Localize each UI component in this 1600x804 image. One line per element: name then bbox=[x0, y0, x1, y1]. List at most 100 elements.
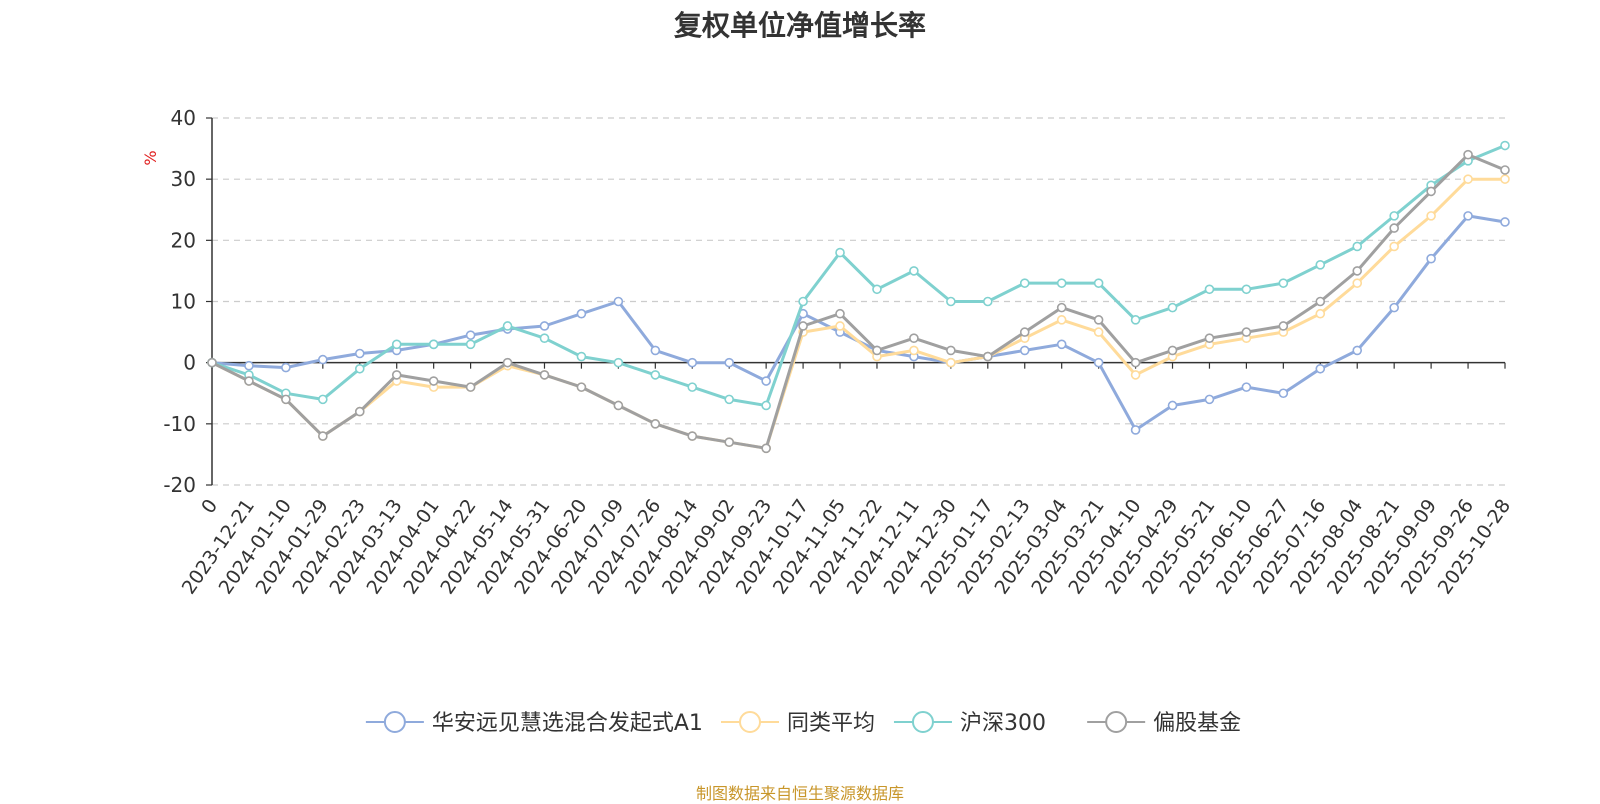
data-point bbox=[1204, 333, 1215, 344]
y-tick-label: 20 bbox=[171, 228, 196, 252]
data-point bbox=[1167, 400, 1178, 411]
data-point bbox=[1315, 363, 1326, 374]
data-point bbox=[1241, 284, 1252, 295]
data-point bbox=[1389, 211, 1399, 221]
data-point bbox=[835, 308, 845, 319]
data-point bbox=[798, 321, 808, 331]
data-point bbox=[1056, 302, 1067, 313]
data-point bbox=[502, 357, 513, 368]
data-point bbox=[1500, 140, 1510, 151]
data-point bbox=[1167, 302, 1178, 313]
source-note: 制图数据来自恒生聚源数据库 bbox=[695, 784, 904, 803]
data-point bbox=[465, 339, 476, 350]
data-point bbox=[1278, 321, 1289, 331]
data-point bbox=[576, 351, 587, 362]
data-point bbox=[281, 394, 291, 405]
data-point bbox=[244, 360, 254, 371]
data-point bbox=[318, 394, 328, 405]
data-point bbox=[909, 333, 919, 344]
data-point bbox=[1352, 345, 1363, 356]
data-point bbox=[318, 431, 328, 441]
legend-marker bbox=[383, 711, 406, 733]
data-point bbox=[1352, 266, 1363, 276]
line-chart: -20-10010203040%02023-12-212024-01-10202… bbox=[141, 106, 1515, 736]
data-point bbox=[761, 400, 771, 411]
data-point bbox=[909, 345, 919, 356]
legend-marker bbox=[1105, 711, 1128, 733]
data-point bbox=[1315, 308, 1326, 319]
data-point bbox=[1130, 357, 1141, 368]
data-point bbox=[1389, 223, 1399, 233]
data-point bbox=[539, 321, 550, 331]
data-point bbox=[613, 357, 624, 368]
data-point bbox=[539, 333, 550, 344]
y-axis-label: % bbox=[141, 150, 160, 165]
series-line bbox=[210, 153, 1507, 450]
chart-title: 复权单位净值增长率 bbox=[673, 9, 926, 42]
data-point bbox=[1204, 394, 1215, 405]
legend-marker bbox=[911, 711, 934, 733]
data-point bbox=[354, 348, 365, 359]
data-point bbox=[244, 376, 254, 386]
data-point bbox=[1093, 278, 1104, 288]
data-point bbox=[539, 370, 550, 380]
data-point bbox=[1056, 315, 1067, 325]
data-point bbox=[982, 351, 993, 362]
legend-item: 沪深300 bbox=[893, 711, 1046, 736]
data-point bbox=[1463, 211, 1473, 221]
data-point bbox=[1426, 211, 1436, 221]
legend-label: 华安远见慧选混合发起式A1 bbox=[432, 711, 703, 736]
y-tick-label: -10 bbox=[163, 412, 196, 436]
data-point bbox=[835, 321, 845, 331]
x-tick-label: 0 bbox=[197, 495, 222, 518]
data-point bbox=[1093, 357, 1104, 368]
data-point bbox=[798, 296, 808, 307]
series-line bbox=[210, 144, 1507, 407]
data-point bbox=[1130, 425, 1141, 435]
data-point bbox=[465, 382, 476, 392]
data-point bbox=[724, 437, 735, 447]
data-point bbox=[1500, 217, 1510, 227]
y-tick-label: -20 bbox=[163, 473, 196, 497]
data-point bbox=[1241, 327, 1252, 337]
legend-item: 同类平均 bbox=[721, 711, 875, 736]
data-point bbox=[761, 443, 771, 454]
data-point bbox=[650, 345, 661, 356]
legend-label: 同类平均 bbox=[787, 711, 875, 736]
data-point bbox=[982, 296, 993, 307]
y-tick-label: 30 bbox=[171, 167, 196, 191]
data-point bbox=[835, 247, 845, 258]
data-point bbox=[576, 308, 587, 319]
data-point bbox=[613, 400, 624, 411]
data-point bbox=[1278, 388, 1289, 399]
data-point bbox=[354, 363, 365, 374]
data-point bbox=[946, 345, 956, 356]
data-point bbox=[354, 406, 365, 417]
data-point bbox=[1389, 241, 1399, 252]
data-point bbox=[946, 357, 956, 368]
y-tick-label: 40 bbox=[171, 106, 196, 130]
data-point bbox=[1426, 253, 1436, 264]
legend-label: 偏股基金 bbox=[1153, 711, 1241, 736]
data-point bbox=[502, 321, 513, 331]
data-point bbox=[576, 382, 587, 392]
data-point bbox=[1093, 315, 1104, 325]
data-point bbox=[1167, 345, 1178, 356]
data-point bbox=[1056, 339, 1067, 350]
data-point bbox=[687, 431, 698, 441]
data-point bbox=[1204, 284, 1215, 295]
data-point bbox=[761, 376, 771, 386]
legend-label: 沪深300 bbox=[960, 711, 1046, 736]
y-tick-label: 10 bbox=[171, 290, 196, 314]
data-point bbox=[1278, 278, 1289, 288]
data-point bbox=[1315, 259, 1326, 270]
data-point bbox=[909, 266, 919, 276]
data-point bbox=[1500, 165, 1510, 175]
data-point bbox=[613, 296, 624, 307]
data-point bbox=[1019, 327, 1030, 337]
data-point bbox=[1500, 174, 1510, 184]
data-point bbox=[724, 394, 735, 405]
data-point bbox=[1352, 241, 1363, 252]
data-point bbox=[650, 370, 661, 380]
